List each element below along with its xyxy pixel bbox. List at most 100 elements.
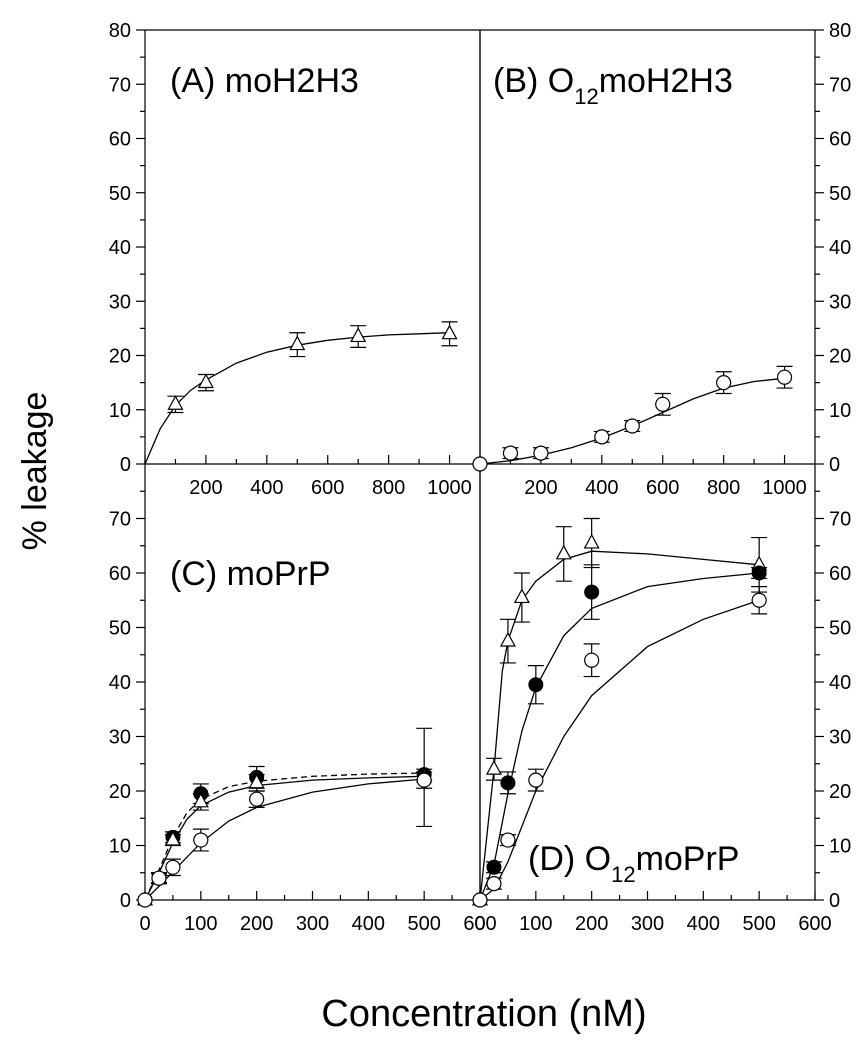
panel-c-title: (C) moPrP: [170, 555, 331, 593]
panel-d-point-filled-circle: [528, 677, 544, 693]
panel-a-ytick-label: 30: [109, 291, 131, 313]
panel-a-xtick-label: 600: [311, 477, 344, 499]
panel-c-ytick-label: 40: [109, 672, 131, 694]
panel-c-point-open-circle: [151, 870, 167, 886]
panel-d-point-open-circle: [486, 876, 502, 892]
panel-c-ytick-label: 0: [120, 890, 131, 912]
panel-d-xtick-label: 300: [631, 913, 664, 935]
panel-c-ytick-label: 70: [109, 509, 131, 531]
panel-d-ytick-label: 60: [829, 563, 851, 585]
panel-d-ytick-label: 40: [829, 672, 851, 694]
panel-d-xtick-label: 200: [575, 913, 608, 935]
panel-b-ytick-label: 50: [829, 183, 851, 205]
panel-d-point-triangle: [583, 533, 600, 549]
panel-c-point-open-circle: [193, 832, 209, 848]
panel-b-ytick-label: 70: [829, 74, 851, 96]
x-axis-label: Concentration (nM): [321, 993, 646, 1035]
panel-d-ytick-label: 0: [829, 890, 840, 912]
panel-d-point-triangle: [555, 544, 572, 560]
panel-d-xtick-label: 100: [519, 913, 552, 935]
panel-d-point-triangle: [499, 631, 516, 647]
panel-b-point-open-circle: [655, 396, 671, 412]
panel-c-point-open-circle: [165, 859, 181, 875]
panel-b-xtick-label: 800: [707, 477, 740, 499]
panel-d-point-triangle: [485, 759, 502, 775]
panel-d-point-open-circle: [472, 892, 488, 908]
panel-c-series-1-fit-line: [144, 775, 425, 901]
panel-a-ytick-label: 70: [109, 74, 131, 96]
panel-c-xtick-label: 600: [463, 913, 496, 935]
panel-b-ytick-label: 0: [829, 454, 840, 476]
panel-b-xtick-label: 200: [524, 477, 557, 499]
panel-d-point-triangle: [513, 588, 530, 604]
panel-a-ytick-label: 50: [109, 183, 131, 205]
panel-d-xtick-label: 400: [687, 913, 720, 935]
panel-c-series-0-fit-line: [144, 772, 425, 901]
panel-b-point-open-circle: [624, 418, 640, 434]
panel-d-point-open-circle: [500, 832, 516, 848]
panel-c-ytick-label: 10: [109, 836, 131, 858]
panel-d-series-1-fit-line: [479, 572, 760, 901]
panel-b-point-open-circle: [776, 369, 793, 385]
panel-c-ytick-label: 50: [109, 618, 131, 640]
panel-c-ytick-label: 60: [109, 563, 131, 585]
panel-a-point-triangle: [441, 324, 458, 340]
panel-c-ytick-label: 20: [109, 781, 131, 803]
panel-d-point-open-circle: [584, 652, 600, 668]
panel-a-xtick-label: 1000: [427, 477, 472, 499]
panel-c-xtick-label: 100: [184, 913, 217, 935]
panel-a-ytick-label: 40: [109, 237, 131, 259]
panel-d-ytick-label: 20: [829, 781, 851, 803]
panel-c-xtick-label: 200: [240, 913, 273, 935]
panel-a-ytick-label: 10: [109, 400, 131, 422]
panel-d-point-filled-circle: [486, 859, 502, 875]
panel-c-xtick-label: 400: [352, 913, 385, 935]
panel-d-title: (D) O12moPrP: [528, 840, 740, 887]
panel-a-point-triangle: [167, 395, 184, 410]
panel-c-xtick-label: 0: [139, 913, 150, 935]
panel-d-point-filled-circle: [584, 584, 600, 600]
panel-d-ytick-label: 30: [829, 727, 851, 749]
panel-d-xtick-label: 600: [798, 913, 831, 935]
panel-a-title: (A) moH2H3: [170, 62, 359, 100]
panel-c-point-triangle: [164, 830, 181, 846]
panel-b-ytick-label: 40: [829, 237, 851, 259]
panel-b-xtick-label: 600: [646, 477, 679, 499]
panel-b-ytick-label: 80: [829, 20, 851, 42]
panel-d-series-0-fit-line: [479, 550, 760, 901]
panel-a-ytick-label: 0: [120, 454, 131, 476]
panel-a-point-triangle: [197, 373, 214, 389]
panel-a-ytick-label: 60: [109, 129, 131, 151]
panel-a-ytick-label: 80: [109, 20, 131, 42]
y-axis-label: % leakage: [16, 392, 54, 551]
panel-c-point-open-circle: [137, 892, 153, 908]
data-layer: [136, 321, 793, 908]
panel-b-point-open-circle: [533, 445, 549, 461]
panel-d-point-filled-circle: [751, 565, 767, 581]
panel-b-point-open-circle: [502, 445, 519, 461]
panel-a-point-triangle: [350, 327, 367, 343]
panel-b-point-open-circle: [594, 429, 610, 445]
panel-b-title: (B) O12moH2H3: [493, 62, 733, 109]
panel-c-xtick-label: 500: [407, 913, 440, 935]
panel-c-point-open-circle: [416, 772, 432, 788]
axes-layer: [136, 29, 824, 901]
panel-b-point-open-circle: [472, 456, 488, 472]
panel-a-xtick-label: 200: [189, 477, 222, 499]
panel-d-ytick-label: 50: [829, 618, 851, 640]
panel-d-xtick-label: 0: [474, 913, 485, 935]
panel-d-series-2-fit-line: [479, 599, 760, 901]
panel-c-series-2-fit-line: [144, 778, 425, 901]
panel-b-ytick-label: 60: [829, 129, 851, 151]
panel-d-point-open-circle: [751, 592, 767, 608]
panel-c-xtick-label: 300: [296, 913, 329, 935]
panel-b-xtick-label: 400: [585, 477, 618, 499]
panel-a-ytick-label: 20: [109, 346, 131, 368]
panel-c-ytick-label: 30: [109, 727, 131, 749]
panel-a-xtick-label: 800: [372, 477, 405, 499]
panel-b-ytick-label: 10: [829, 400, 851, 422]
panel-c-point-triangle: [192, 792, 209, 808]
panel-a-point-triangle: [289, 335, 306, 351]
